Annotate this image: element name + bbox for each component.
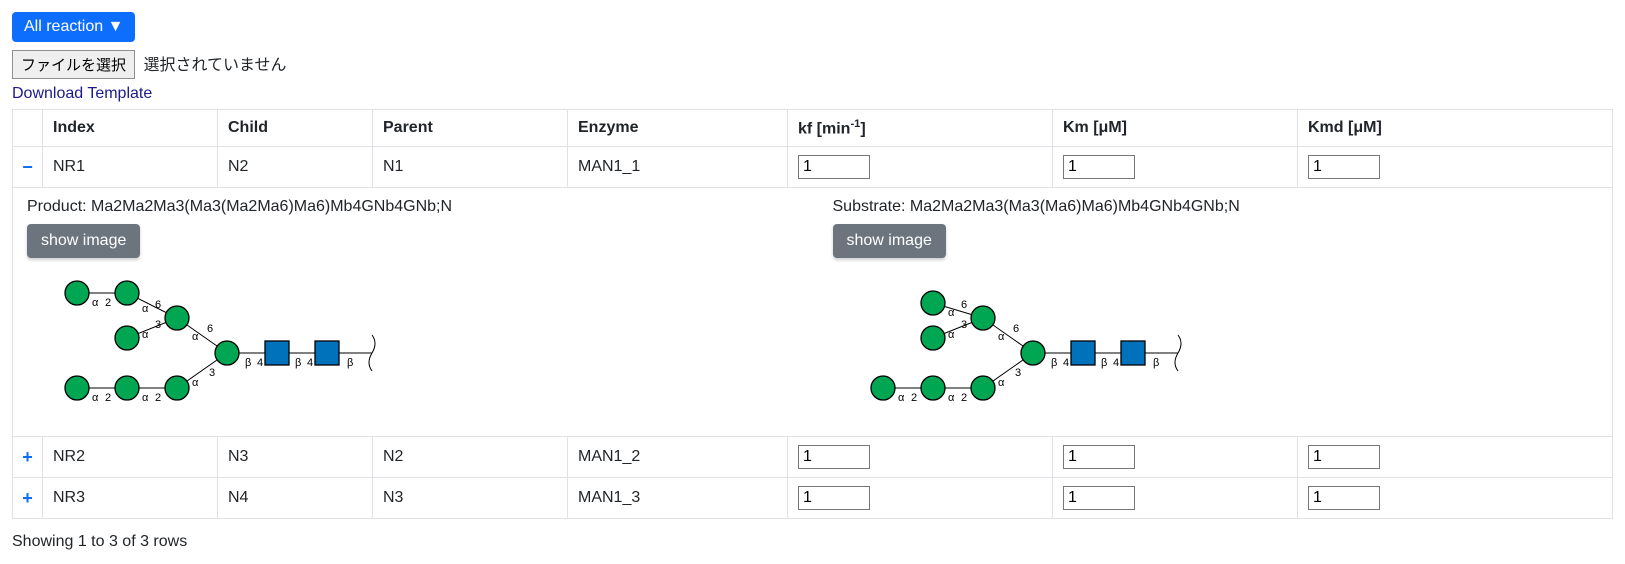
svg-text:α: α	[948, 392, 955, 404]
kmd-input[interactable]	[1308, 445, 1380, 469]
row-toggle-icon[interactable]: +	[22, 447, 33, 467]
svg-text:4: 4	[307, 357, 313, 369]
svg-text:4: 4	[257, 357, 263, 369]
svg-text:α: α	[192, 377, 199, 389]
row-toggle-icon[interactable]: −	[22, 157, 33, 177]
show-image-button[interactable]: show image	[27, 224, 140, 258]
header-kmd: Kmd [μM]	[1298, 110, 1613, 147]
expanded-detail-row: Product: Ma2Ma2Ma3(Ma3(Ma2Ma6)Ma6)Mb4GNb…	[13, 188, 1613, 437]
svg-text:6: 6	[961, 299, 967, 311]
svg-text:3: 3	[1015, 367, 1021, 379]
svg-text:α: α	[998, 331, 1005, 343]
svg-text:β: β	[1051, 357, 1057, 369]
svg-text:2: 2	[155, 392, 161, 404]
show-image-button[interactable]: show image	[833, 224, 946, 258]
svg-text:α: α	[92, 392, 99, 404]
svg-text:6: 6	[155, 299, 161, 311]
svg-text:α: α	[948, 307, 955, 319]
reactions-table: Index Child Parent Enzyme kf [min-1] Km …	[12, 109, 1613, 519]
svg-text:2: 2	[105, 392, 111, 404]
cell-enzyme: MAN1_3	[568, 478, 788, 519]
glycan-product-image: ββ4β4α6α3α6α3α2α2α2	[27, 268, 397, 418]
svg-text:4: 4	[1063, 357, 1069, 369]
svg-text:3: 3	[961, 319, 967, 331]
reaction-filter-dropdown[interactable]: All reaction ▼	[12, 12, 135, 42]
svg-text:α: α	[948, 329, 955, 341]
kf-input[interactable]	[798, 486, 870, 510]
svg-text:β: β	[1153, 357, 1159, 369]
row-toggle-icon[interactable]: +	[22, 488, 33, 508]
cell-child: N4	[218, 478, 373, 519]
table-header-row: Index Child Parent Enzyme kf [min-1] Km …	[13, 110, 1613, 147]
header-index: Index	[43, 110, 218, 147]
svg-text:α: α	[142, 329, 149, 341]
kf-input[interactable]	[798, 445, 870, 469]
km-input[interactable]	[1063, 486, 1135, 510]
svg-text:α: α	[142, 303, 149, 315]
cell-parent: N2	[373, 437, 568, 478]
file-select-status: 選択されていません	[143, 57, 286, 74]
product-label: Product: Ma2Ma2Ma3(Ma3(Ma2Ma6)Ma6)Mb4GNb…	[27, 198, 793, 216]
download-template-link[interactable]: Download Template	[12, 85, 152, 103]
cell-index: NR3	[43, 478, 218, 519]
cell-child: N3	[218, 437, 373, 478]
svg-text:α: α	[142, 392, 149, 404]
svg-text:6: 6	[207, 323, 213, 335]
cell-child: N2	[218, 147, 373, 188]
kmd-input[interactable]	[1308, 155, 1380, 179]
table-row: − NR1 N2 N1 MAN1_1	[13, 147, 1613, 188]
cell-index: NR2	[43, 437, 218, 478]
svg-text:α: α	[998, 377, 1005, 389]
svg-text:α: α	[898, 392, 905, 404]
header-km: Km [μM]	[1053, 110, 1298, 147]
svg-text:β: β	[347, 357, 353, 369]
svg-text:β: β	[245, 357, 251, 369]
substrate-label: Substrate: Ma2Ma2Ma3(Ma3(Ma6)Ma6)Mb4GNb4…	[833, 198, 1599, 216]
svg-text:β: β	[295, 357, 301, 369]
km-input[interactable]	[1063, 155, 1135, 179]
svg-text:3: 3	[209, 367, 215, 379]
svg-text:2: 2	[911, 392, 917, 404]
substrate-panel: Substrate: Ma2Ma2Ma3(Ma3(Ma6)Ma6)Mb4GNb4…	[833, 198, 1599, 418]
svg-text:α: α	[92, 297, 99, 309]
file-upload-row: ファイルを選択 選択されていません	[12, 50, 1613, 79]
svg-text:α: α	[192, 331, 199, 343]
cell-enzyme: MAN1_1	[568, 147, 788, 188]
svg-text:2: 2	[961, 392, 967, 404]
table-row: + NR3 N4 N3 MAN1_3	[13, 478, 1613, 519]
product-panel: Product: Ma2Ma2Ma3(Ma3(Ma2Ma6)Ma6)Mb4GNb…	[27, 198, 793, 418]
cell-parent: N3	[373, 478, 568, 519]
svg-text:4: 4	[1113, 357, 1119, 369]
svg-text:3: 3	[155, 319, 161, 331]
table-footer-text: Showing 1 to 3 of 3 rows	[12, 519, 1613, 551]
header-enzyme: Enzyme	[568, 110, 788, 147]
km-input[interactable]	[1063, 445, 1135, 469]
svg-text:2: 2	[105, 297, 111, 309]
file-select-button[interactable]: ファイルを選択	[12, 50, 135, 79]
header-parent: Parent	[373, 110, 568, 147]
svg-text:6: 6	[1013, 323, 1019, 335]
svg-text:β: β	[1101, 357, 1107, 369]
glycan-substrate-image: ββ4β4α6α3α6α3α2α2	[833, 268, 1203, 418]
kf-input[interactable]	[798, 155, 870, 179]
table-row: + NR2 N3 N2 MAN1_2	[13, 437, 1613, 478]
cell-parent: N1	[373, 147, 568, 188]
kmd-input[interactable]	[1308, 486, 1380, 510]
cell-enzyme: MAN1_2	[568, 437, 788, 478]
cell-index: NR1	[43, 147, 218, 188]
header-kf: kf [min-1]	[788, 110, 1053, 147]
header-child: Child	[218, 110, 373, 147]
header-toggle	[13, 110, 43, 147]
